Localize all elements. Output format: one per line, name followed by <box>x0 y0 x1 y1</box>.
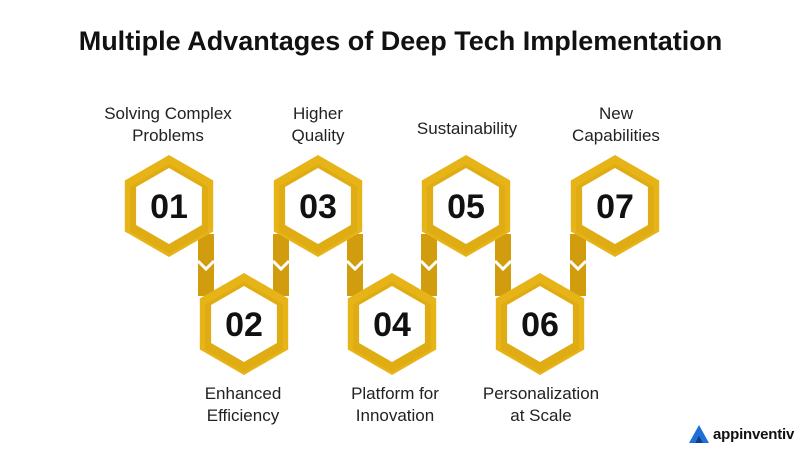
label-03: Higher Quality <box>291 104 345 145</box>
connector-notch <box>271 259 291 272</box>
hex-inner <box>211 286 277 362</box>
hex-nodes: 01 02 03 04 05 06 07 <box>124 155 660 375</box>
hex-node-02: 02 <box>199 273 289 375</box>
connector-bar <box>347 234 363 296</box>
hex-node-04: 04 <box>347 273 437 375</box>
connector-notch <box>493 259 513 272</box>
diagram-title: Multiple Advantages of Deep Tech Impleme… <box>78 26 723 56</box>
hex-number: 03 <box>299 188 337 226</box>
connector-bar <box>495 234 511 296</box>
connector-bar <box>273 234 289 296</box>
hex-inner <box>582 168 648 244</box>
connectors <box>196 234 588 296</box>
hex-node-06: 06 <box>495 273 585 375</box>
connector-bar <box>198 234 214 296</box>
hex-inner <box>285 168 351 244</box>
hex-number: 02 <box>225 306 263 344</box>
hex-number: 01 <box>150 188 188 226</box>
connector-notch <box>568 259 588 272</box>
hex-inner <box>507 286 573 362</box>
connector-notch <box>345 259 365 272</box>
label-04: Platform for Innovation <box>351 384 439 425</box>
hex-node-07: 07 <box>570 155 660 257</box>
connector-bar <box>570 234 586 296</box>
appinventiv-logo-icon <box>689 425 709 443</box>
brand-logo: appinventiv <box>688 424 794 444</box>
connector-bar <box>421 234 437 296</box>
hex-node-01: 01 <box>124 155 214 257</box>
hex-inner <box>359 286 425 362</box>
label-07: New Capabilities <box>572 104 660 145</box>
connector-notch <box>419 259 439 272</box>
label-05: Sustainability <box>416 119 518 138</box>
hex-node-05: 05 <box>421 155 511 257</box>
hex-number: 07 <box>596 188 634 226</box>
brand-name: appinventiv <box>713 425 795 443</box>
label-06: Personalization at Scale <box>482 384 600 425</box>
hex-number: 05 <box>447 188 485 226</box>
hex-number: 04 <box>373 306 411 344</box>
hex-number: 06 <box>521 306 559 344</box>
label-02: Enhanced Efficiency <box>204 384 282 425</box>
hex-node-03: 03 <box>273 155 363 257</box>
connector-notch <box>196 259 216 272</box>
label-01: Solving Complex Problems <box>104 104 232 145</box>
hex-inner <box>433 168 499 244</box>
hex-inner <box>136 168 202 244</box>
